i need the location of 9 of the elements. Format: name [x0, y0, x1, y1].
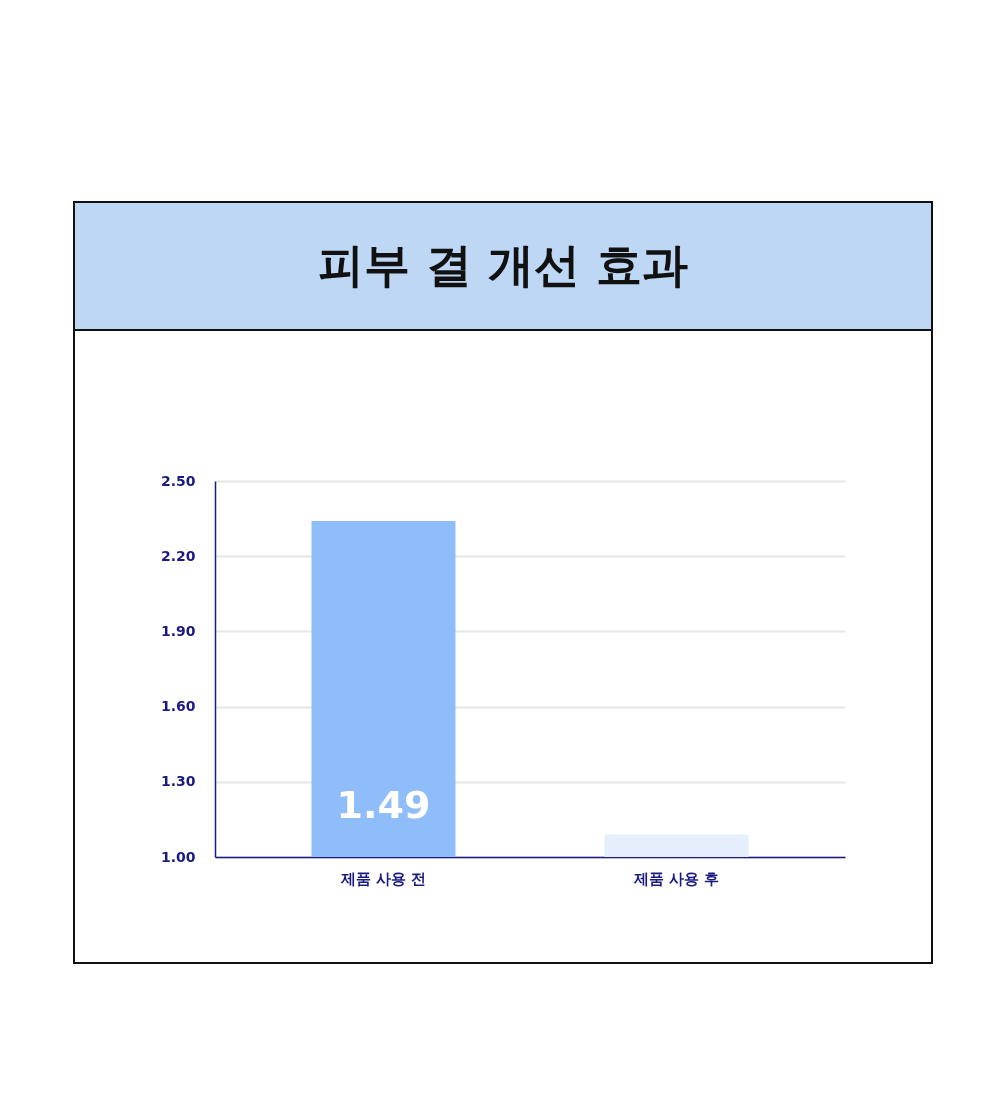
x-tick-label: 제품 사용 후 [632, 869, 720, 888]
x-tick-label: 제품 사용 전 [339, 869, 427, 888]
y-tick-label: 1.30 [160, 773, 196, 790]
y-tick-label: 1.90 [160, 622, 196, 639]
y-tick-label: 1.00 [160, 848, 196, 865]
y-tick-label: 2.50 [160, 472, 196, 489]
y-tick-label: 1.60 [160, 698, 196, 715]
y-tick-label: 2.20 [160, 547, 196, 564]
annotation: 1.49 [336, 783, 431, 827]
